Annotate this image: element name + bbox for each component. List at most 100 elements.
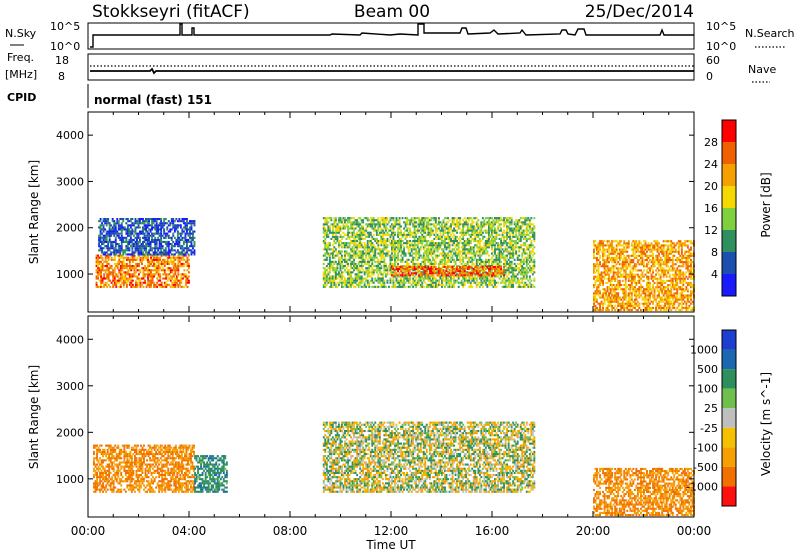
power-cell <box>160 218 163 221</box>
power-cell <box>359 233 362 236</box>
power-cell <box>599 290 602 293</box>
power-cell <box>348 252 351 255</box>
power-cell <box>100 273 103 276</box>
power-cell <box>480 250 483 253</box>
power-cell <box>506 254 509 257</box>
power-cell <box>418 252 421 255</box>
power-cell <box>471 262 474 265</box>
power-cell <box>383 233 386 236</box>
power-cell <box>500 275 503 278</box>
power-cell <box>409 277 412 280</box>
power-cell <box>602 275 605 278</box>
power-cell <box>394 242 396 245</box>
power-cell <box>444 279 446 282</box>
power-cell <box>451 217 454 220</box>
power-cell <box>459 252 462 255</box>
power-cell <box>419 272 422 275</box>
power-cell <box>506 269 509 272</box>
power-cell <box>512 275 515 278</box>
power-cell <box>330 285 333 288</box>
power-cell <box>139 240 141 243</box>
power-cell <box>117 247 120 250</box>
power-cell <box>324 240 327 243</box>
power-cell <box>486 275 489 278</box>
power-cell <box>507 265 510 268</box>
power-cell <box>124 267 127 270</box>
power-cell <box>334 273 337 276</box>
power-cell <box>593 240 595 243</box>
power-cell <box>392 265 395 268</box>
power-cell <box>122 265 125 268</box>
power-cell <box>392 237 395 240</box>
power-cell <box>180 275 183 278</box>
power-cell <box>388 285 390 288</box>
power-cell <box>368 262 371 265</box>
power-cell <box>460 229 463 232</box>
power-cell <box>510 281 513 284</box>
power-cell <box>600 275 603 278</box>
power-cell <box>498 260 501 263</box>
power-cell <box>495 269 498 272</box>
power-cell <box>518 254 521 257</box>
power-cell <box>600 309 603 312</box>
power-cell <box>463 277 466 280</box>
power-cell <box>353 248 356 251</box>
power-cell <box>527 262 530 265</box>
power-cell <box>407 265 410 268</box>
power-cell <box>445 246 448 249</box>
power-cell <box>187 222 190 225</box>
power-cell <box>183 265 186 268</box>
power-cell <box>478 275 481 278</box>
power-cell <box>606 248 609 251</box>
power-cell <box>389 262 392 265</box>
power-cell <box>368 233 371 236</box>
power-cell <box>185 283 187 286</box>
power-cell <box>494 281 496 284</box>
power-cell <box>333 256 336 259</box>
power-cell <box>463 272 466 275</box>
power-cell <box>488 265 490 268</box>
power-cell <box>495 275 498 278</box>
power-cell <box>107 262 110 265</box>
power-cell <box>504 217 507 220</box>
power-cell <box>457 265 460 268</box>
power-cell <box>144 269 147 272</box>
power-cell <box>392 256 395 259</box>
power-cell <box>457 250 460 253</box>
power-cell <box>410 219 413 222</box>
power-cell <box>398 242 401 245</box>
power-cell <box>430 246 433 249</box>
power-cell <box>418 270 421 273</box>
power-cell <box>603 300 606 303</box>
power-cell <box>430 229 433 232</box>
power-cell <box>447 260 450 263</box>
freq-left-tick-top: 18 <box>55 54 69 67</box>
power-cell <box>497 252 500 255</box>
power-cell <box>404 223 407 226</box>
power-cell <box>359 277 362 280</box>
power-cell <box>322 217 325 220</box>
power-cell <box>530 229 533 232</box>
power-cell <box>172 249 175 252</box>
power-cell <box>331 254 334 257</box>
power-cell <box>444 272 446 275</box>
power-cell <box>151 236 154 239</box>
power-cell <box>431 283 434 286</box>
power-cell <box>515 229 518 232</box>
power-cell <box>400 237 403 240</box>
power-cell <box>518 240 521 243</box>
power-cell <box>354 281 357 284</box>
power-cell <box>442 274 445 277</box>
power-cell <box>605 261 608 264</box>
power-cell <box>129 218 132 221</box>
power-cell <box>121 273 124 276</box>
power-cell <box>372 273 375 276</box>
power-cell <box>116 265 119 268</box>
power-cell <box>459 268 462 271</box>
power-cell <box>125 279 128 282</box>
power-cell <box>126 234 129 237</box>
power-cell <box>177 285 180 288</box>
power-cell <box>478 285 481 288</box>
power-cell <box>107 256 110 259</box>
power-cell <box>524 252 527 255</box>
